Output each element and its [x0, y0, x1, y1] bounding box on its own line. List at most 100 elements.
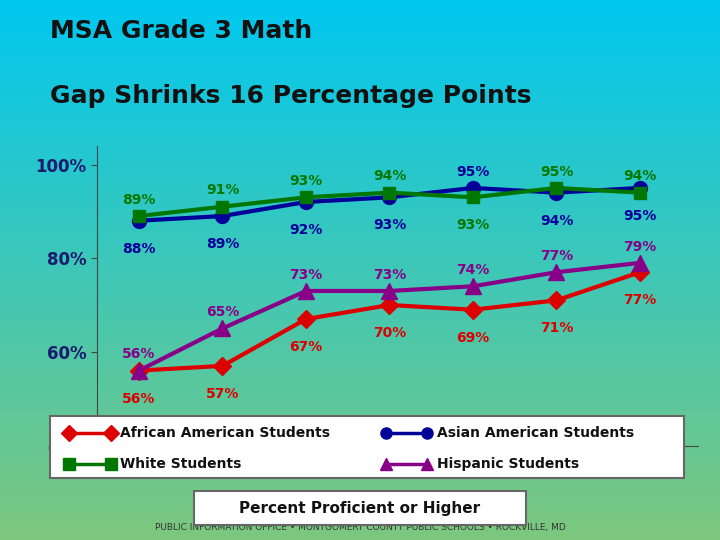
Text: 74%: 74%: [456, 263, 490, 277]
Bar: [0, 316, 720, 319]
Text: 70%: 70%: [373, 326, 406, 340]
Bar: [0, 86, 720, 89]
Text: 56%: 56%: [122, 392, 156, 406]
Bar: [0, 305, 720, 308]
Bar: [0, 516, 720, 518]
Bar: [0, 421, 720, 424]
Bar: [0, 483, 720, 486]
Bar: [0, 167, 720, 170]
Bar: [0, 435, 720, 437]
Bar: [0, 351, 720, 354]
Text: 67%: 67%: [289, 340, 323, 354]
Bar: [0, 138, 720, 140]
Bar: [0, 11, 720, 14]
Text: 95%: 95%: [540, 165, 573, 179]
Bar: [0, 267, 720, 270]
Bar: [0, 400, 720, 402]
Bar: [0, 54, 720, 57]
Bar: [0, 181, 720, 184]
Bar: [0, 381, 720, 383]
Bar: [0, 170, 720, 173]
Bar: [0, 140, 720, 143]
Text: 93%: 93%: [373, 218, 406, 232]
Bar: [0, 127, 720, 130]
Text: 88%: 88%: [122, 242, 156, 256]
Bar: [0, 338, 720, 340]
Bar: [0, 275, 720, 278]
Bar: [0, 116, 720, 119]
Bar: [0, 202, 720, 205]
Bar: [0, 364, 720, 367]
Bar: [0, 329, 720, 332]
Bar: [0, 302, 720, 305]
Text: 69%: 69%: [456, 331, 490, 345]
Bar: [0, 408, 720, 410]
Text: 89%: 89%: [206, 237, 239, 251]
Text: 94%: 94%: [540, 214, 573, 228]
Bar: [0, 443, 720, 445]
Bar: [0, 370, 720, 373]
Bar: [0, 273, 720, 275]
Bar: [0, 248, 720, 251]
Bar: [0, 289, 720, 292]
Bar: [0, 529, 720, 532]
Bar: [0, 46, 720, 49]
Bar: [0, 103, 720, 105]
Bar: [0, 470, 720, 472]
Bar: [0, 84, 720, 86]
Bar: [0, 5, 720, 8]
Bar: [0, 119, 720, 122]
Bar: [0, 238, 720, 240]
Bar: [0, 70, 720, 73]
Bar: [0, 367, 720, 370]
Text: PUBLIC INFORMATION OFFICE • MONTGOMERY COUNTY PUBLIC SCHOOLS • ROCKVILLE, MD: PUBLIC INFORMATION OFFICE • MONTGOMERY C…: [155, 523, 565, 532]
Bar: [0, 92, 720, 94]
Text: African American Students: African American Students: [120, 426, 330, 440]
Bar: [0, 478, 720, 481]
Bar: [0, 437, 720, 440]
Bar: [0, 105, 720, 108]
Text: 77%: 77%: [540, 249, 573, 263]
Bar: [0, 459, 720, 462]
Bar: [0, 508, 720, 510]
Text: 89%: 89%: [122, 193, 156, 207]
Bar: [0, 62, 720, 65]
Bar: [0, 16, 720, 19]
Bar: [0, 324, 720, 327]
Bar: [0, 448, 720, 451]
Bar: [0, 537, 720, 540]
Bar: [0, 454, 720, 456]
Bar: [0, 113, 720, 116]
Bar: [0, 130, 720, 132]
Bar: [0, 259, 720, 262]
Bar: [0, 213, 720, 216]
Bar: [0, 73, 720, 76]
Bar: [0, 256, 720, 259]
Bar: [0, 162, 720, 165]
Bar: [0, 446, 720, 448]
Bar: [0, 462, 720, 464]
Bar: [0, 51, 720, 54]
Text: Hispanic Students: Hispanic Students: [437, 457, 579, 471]
Bar: [0, 108, 720, 111]
Bar: [0, 221, 720, 224]
Bar: [0, 211, 720, 213]
Bar: [0, 451, 720, 454]
Bar: [0, 59, 720, 62]
Bar: [0, 494, 720, 497]
Text: 73%: 73%: [373, 268, 406, 281]
Bar: [0, 505, 720, 508]
Bar: [0, 524, 720, 526]
Text: Gap Shrinks 16 Percentage Points: Gap Shrinks 16 Percentage Points: [50, 84, 532, 107]
Bar: [0, 321, 720, 324]
Text: 94%: 94%: [624, 169, 657, 183]
Bar: [0, 375, 720, 378]
Bar: [0, 378, 720, 381]
Bar: [0, 356, 720, 359]
Bar: [0, 143, 720, 146]
Text: 65%: 65%: [206, 305, 239, 319]
Bar: [0, 286, 720, 289]
Bar: [0, 472, 720, 475]
Bar: [0, 176, 720, 178]
Bar: [0, 200, 720, 202]
